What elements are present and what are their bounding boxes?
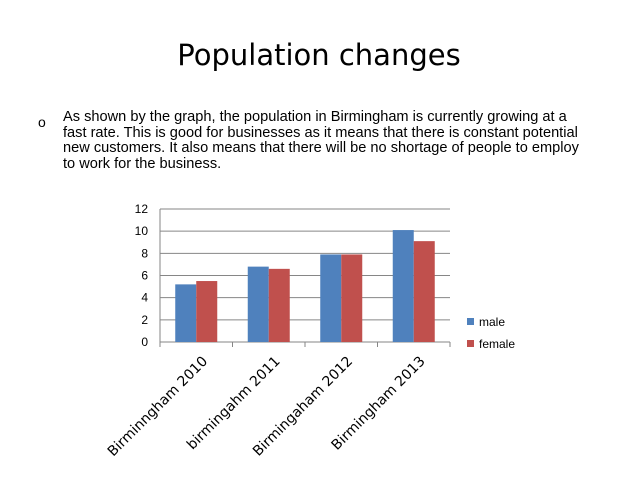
bar-male xyxy=(392,230,414,342)
bar-female xyxy=(413,241,435,342)
bar-male xyxy=(320,254,342,342)
y-tick-label: 10 xyxy=(135,224,149,238)
legend-swatch-male xyxy=(467,318,474,325)
slide-title: Population changes xyxy=(177,38,461,72)
bullet-marker: o xyxy=(38,114,46,130)
bar-female xyxy=(268,268,290,342)
y-tick-label: 6 xyxy=(141,269,148,283)
legend-label-male: male xyxy=(479,315,505,329)
y-tick-label: 2 xyxy=(141,313,148,327)
bar-male xyxy=(175,284,197,342)
y-tick-label: 12 xyxy=(135,202,149,216)
y-tick-label: 4 xyxy=(141,291,148,305)
legend-swatch-female xyxy=(467,340,474,347)
bar-female xyxy=(196,281,218,342)
y-tick-label: 0 xyxy=(141,335,148,349)
bar-female xyxy=(341,254,363,342)
bullet-text: As shown by the graph, the population in… xyxy=(63,109,579,172)
legend-label-female: female xyxy=(479,337,515,351)
y-tick-label: 8 xyxy=(141,246,148,260)
bar-male xyxy=(247,266,269,342)
